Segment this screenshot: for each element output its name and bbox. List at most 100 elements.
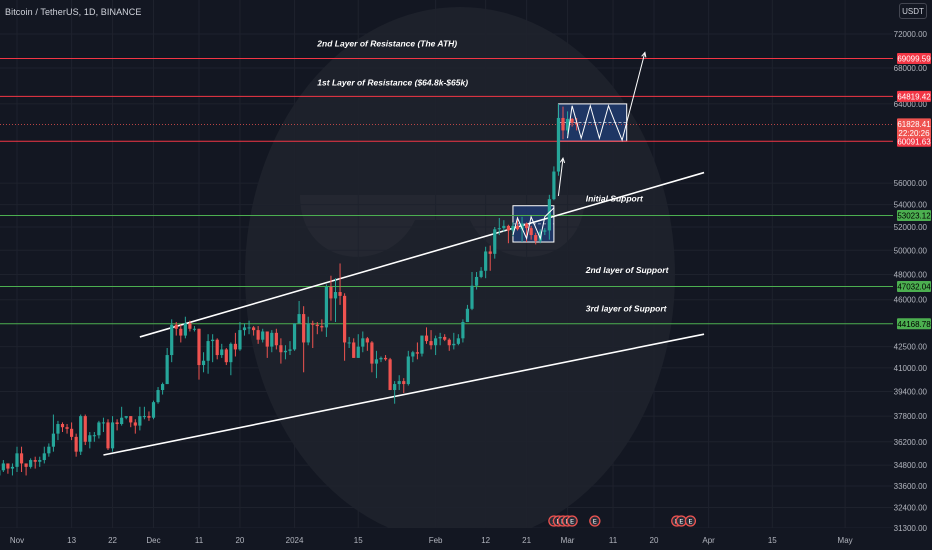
candle-body (110, 422, 115, 449)
symbol-title[interactable]: Bitcoin / TetherUS, 1D, BINANCE (5, 7, 142, 17)
candle (138, 406, 142, 431)
candle (329, 275, 333, 321)
channel-lines (103, 171, 705, 456)
time-tick-label: 15 (768, 536, 777, 545)
time-tick-label: 11 (195, 536, 204, 545)
candle (538, 229, 542, 244)
candle (406, 350, 410, 386)
candle-body (88, 435, 92, 442)
candle-body (188, 323, 192, 329)
time-tick-label: 22 (108, 536, 117, 545)
price-tick-label: 39400.00 (894, 388, 928, 397)
time-tick-label: Nov (10, 536, 24, 545)
candle (456, 334, 460, 346)
candle-body (161, 384, 165, 391)
candle (97, 420, 101, 439)
candle (570, 117, 574, 127)
price-level-tag-label: 53023.12 (897, 211, 931, 220)
candle-body (356, 346, 360, 358)
candle-body (174, 324, 178, 329)
price-level-tag: 69099.59 (897, 52, 931, 64)
candle (438, 332, 442, 346)
candle (306, 316, 310, 346)
candle-body (211, 339, 215, 342)
candle-body (547, 199, 551, 231)
candle (65, 424, 69, 434)
candle-body (306, 323, 310, 343)
projection-path (567, 52, 646, 142)
candle-body (470, 285, 474, 309)
candle-body (333, 292, 338, 299)
time-tick-label: 11 (609, 536, 618, 545)
candle-body (224, 349, 228, 363)
candle-body (74, 436, 78, 452)
price-level-tag: 44168.78 (897, 318, 931, 330)
event-marker-icon (566, 515, 578, 527)
event-marker[interactable]: E (589, 515, 601, 527)
event-markers[interactable]: ⚡EEEEEEEE (548, 515, 697, 527)
candle (352, 338, 356, 358)
candle (474, 272, 479, 290)
consolidation-path (512, 207, 555, 241)
annotation-label: 2nd layer of Support (585, 265, 670, 275)
candle (242, 323, 247, 336)
candle-body (42, 453, 46, 461)
candle (333, 278, 338, 323)
candle-body (274, 332, 278, 346)
currency-button[interactable]: USDT (899, 3, 927, 19)
candle (229, 342, 233, 376)
candle (211, 334, 215, 363)
candle-body (411, 352, 415, 357)
candle (529, 225, 533, 240)
candle-body (147, 416, 151, 418)
candle (297, 300, 301, 324)
price-level-tag: 47032.04 (897, 281, 931, 293)
candle-body (220, 349, 224, 356)
candle (279, 338, 283, 364)
channel-line (103, 333, 705, 456)
candle (488, 245, 492, 271)
candle-body (97, 422, 101, 436)
price-tick-label: 56000.00 (894, 179, 928, 188)
price-axis[interactable]: 72000.00 68000.00 64000.00 56000.00 54000.00… (893, 0, 932, 550)
candle (552, 166, 556, 201)
price-tick-label: 33600.00 (894, 482, 928, 491)
candle (320, 319, 324, 332)
time-axis[interactable]: Nov 13 22 Dec 11 20 2024 15 Feb 12 21 Mar 11 20 Apr 15 M… (0, 528, 893, 550)
candle (42, 446, 46, 464)
candle-body (556, 117, 561, 172)
candle (29, 458, 33, 469)
price-level-tag-bg (897, 281, 931, 293)
candle (215, 338, 219, 360)
candle (115, 419, 119, 431)
price-tick-label: 34800.00 (894, 461, 928, 470)
candle-body (565, 118, 570, 131)
candle (106, 419, 110, 451)
candle (60, 422, 65, 433)
candle (206, 334, 210, 374)
candle (156, 387, 160, 404)
candle (434, 335, 438, 356)
price-level-tag-bg (897, 90, 931, 102)
candle-body (434, 338, 438, 346)
candle-body (129, 416, 133, 423)
candle-body (388, 359, 392, 391)
time-axis-background (0, 528, 893, 550)
price-tick-label: 64000.00 (894, 100, 928, 109)
candle-body (215, 339, 219, 356)
candle-body (60, 424, 65, 428)
candle-body (338, 292, 342, 296)
event-marker[interactable]: E (566, 515, 578, 527)
candle-body (320, 326, 324, 328)
candle (415, 342, 419, 360)
candle (92, 432, 96, 442)
countdown-label: 22:20:26 (898, 129, 930, 138)
annotation-label: 1st Layer of Resistance ($64.8k-$65k) (317, 78, 468, 88)
candle (120, 406, 124, 426)
candle (302, 306, 306, 373)
candle (15, 446, 19, 473)
event-marker[interactable]: E (684, 515, 697, 527)
candle (429, 330, 433, 350)
